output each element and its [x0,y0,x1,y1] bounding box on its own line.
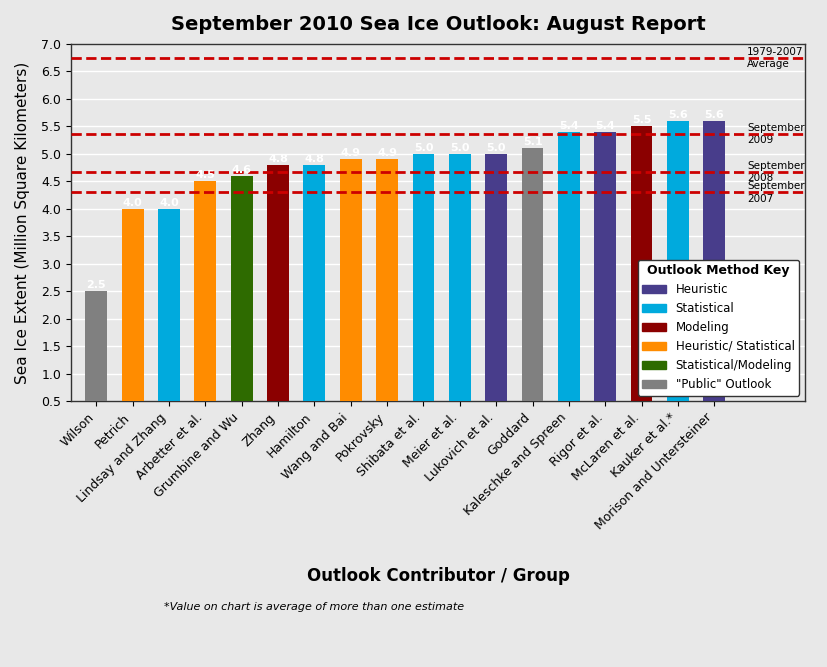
Legend: Heuristic, Statistical, Modeling, Heuristic/ Statistical, Statistical/Modeling, : Heuristic, Statistical, Modeling, Heuris… [638,259,799,396]
Text: 5.4: 5.4 [595,121,615,131]
Bar [703,121,725,402]
Bar [522,148,543,402]
Text: 4.5: 4.5 [195,170,215,180]
Text: 5.1: 5.1 [523,137,543,147]
Text: 5.6: 5.6 [668,110,688,120]
Text: 1979-2007
Average: 1979-2007 Average [747,47,804,69]
Text: 5.4: 5.4 [559,121,579,131]
Bar [231,176,252,402]
Text: 2.5: 2.5 [87,280,106,290]
Text: September
2008: September 2008 [747,161,805,183]
Text: 5.0: 5.0 [414,143,433,153]
Bar [85,291,108,402]
Text: 4.0: 4.0 [159,198,179,208]
Text: 5.5: 5.5 [632,115,652,125]
Bar [413,154,434,402]
Text: September
2007: September 2007 [747,181,805,203]
Bar [449,154,471,402]
Bar [558,132,580,402]
Text: 4.9: 4.9 [341,148,361,158]
Bar [667,121,689,402]
Bar [340,159,361,402]
Text: 5.6: 5.6 [705,110,724,120]
Text: 4.6: 4.6 [232,165,251,175]
Text: 4.0: 4.0 [122,198,142,208]
Text: 5.0: 5.0 [486,143,506,153]
Y-axis label: Sea Ice Extent (Million Square Kilometers): Sea Ice Extent (Million Square Kilometer… [15,61,30,384]
Bar [122,209,144,402]
Bar [267,165,289,402]
Bar [485,154,507,402]
Text: 5.0: 5.0 [450,143,470,153]
X-axis label: Outlook Contributor / Group: Outlook Contributor / Group [307,568,570,586]
Bar [595,132,616,402]
Text: *Value on chart is average of more than one estimate: *Value on chart is average of more than … [165,602,464,612]
Bar [158,209,180,402]
Text: 4.8: 4.8 [268,154,288,164]
Text: 4.8: 4.8 [304,154,324,164]
Title: September 2010 Sea Ice Outlook: August Report: September 2010 Sea Ice Outlook: August R… [170,15,705,34]
Text: 4.9: 4.9 [377,148,397,158]
Bar [376,159,398,402]
Bar [631,126,653,402]
Bar [304,165,325,402]
Text: September
2009: September 2009 [747,123,805,145]
Bar [194,181,216,402]
